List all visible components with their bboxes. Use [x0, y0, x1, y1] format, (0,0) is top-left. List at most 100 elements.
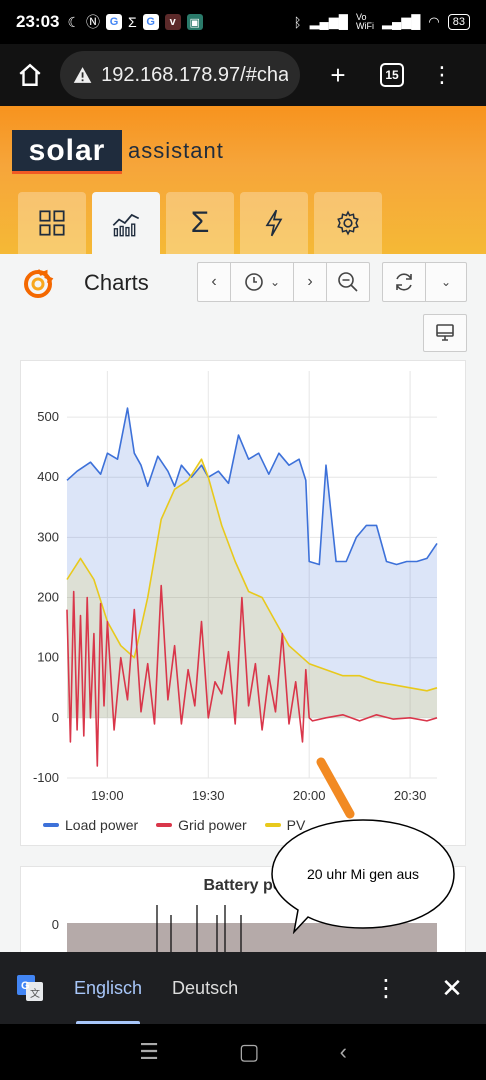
dashboard-toolbar: Charts ‹ ⌄ › ⌄ [0, 254, 486, 358]
google-icon: G [106, 14, 123, 30]
x-tick-label: 20:30 [394, 788, 427, 803]
speech-bubble-shape [271, 819, 455, 934]
zoom-out-icon [338, 272, 358, 292]
logo-solar: solar [12, 130, 122, 174]
y-tick-label: 400 [37, 469, 59, 484]
app-notification-icon: v [164, 14, 181, 30]
plus-icon: + [330, 59, 346, 90]
status-time: 23:03 [16, 12, 60, 31]
legend-label-grid: Grid power [178, 817, 247, 833]
refresh-button[interactable] [382, 262, 426, 302]
chevron-right-icon: › [307, 273, 313, 290]
chart-legend: Load power Grid power PV [43, 817, 305, 833]
battery-panel-title: Battery po [203, 877, 283, 894]
y-tick-label: 0 [52, 710, 59, 725]
recent-apps-button[interactable]: ☰ [139, 1039, 159, 1064]
gear-icon [337, 210, 359, 236]
tab-target-language[interactable]: Deutsch [172, 977, 239, 998]
google-translate-icon: G 文 [17, 975, 43, 1001]
moon-icon: ☾ [67, 13, 81, 30]
refresh-icon [396, 273, 412, 291]
legend-swatch-pv [264, 823, 281, 827]
lightning-icon [265, 209, 283, 237]
nfc-icon: Ⓝ [86, 14, 101, 30]
google-icon-2: G [142, 14, 159, 30]
x-tick-label: 19:30 [192, 788, 225, 803]
legend-load-power[interactable]: Load power [43, 817, 138, 833]
y-tick-label: 0 [52, 917, 59, 932]
y-tick-label: 200 [37, 590, 59, 605]
legend-grid-power[interactable]: Grid power [156, 817, 247, 833]
tab-settings[interactable] [314, 192, 382, 254]
power-chart[interactable]: -100 0 100 200 300 400 500 19:00 19:30 20:00 20:30 [21, 361, 467, 811]
chart-icon [112, 213, 140, 237]
tab-switcher-button[interactable]: 15 [374, 57, 410, 93]
series-line-pv [66, 458, 438, 692]
signal-icon-2: ▂▄▆█ [381, 14, 421, 29]
home-button[interactable] [12, 57, 48, 93]
x-tick-label: 19:00 [91, 788, 124, 803]
browser-menu-button[interactable]: ⋮ [424, 57, 460, 93]
system-nav-bar: ☰ ▢ ‹ [0, 1024, 486, 1080]
annotation-text: 20 uhr Mi gen aus [306, 866, 420, 882]
power-chart-panel: -100 0 100 200 300 400 500 19:00 19:30 20:00 20:30… [20, 360, 466, 846]
legend-swatch-load [43, 823, 59, 827]
series-line-load-power [66, 407, 438, 566]
translate-options-button[interactable]: ⋮ [374, 972, 398, 1004]
svg-text:文: 文 [30, 987, 40, 1000]
photo-notification-icon: ▣ [186, 14, 203, 30]
monitor-icon [436, 324, 454, 341]
view-mode-button[interactable] [423, 314, 467, 352]
chevron-down-icon: ⌄ [440, 275, 452, 289]
legend-swatch-grid [156, 823, 173, 827]
clock-icon [245, 273, 263, 291]
home-nav-button[interactable]: ▢ [238, 1039, 260, 1064]
bluetooth-icon: ᛒ [293, 14, 302, 30]
tab-overview[interactable] [18, 192, 86, 254]
close-icon: ✕ [441, 972, 463, 1003]
y-tick-label: 300 [37, 529, 59, 544]
translate-bar: G 文 Englisch Deutsch ⋮ ✕ [0, 952, 486, 1024]
time-back-button[interactable]: ‹ [197, 262, 231, 302]
grafana-logo-icon [24, 269, 54, 298]
time-picker-button[interactable]: ⌄ [230, 262, 294, 302]
y-tick-label: -100 [33, 770, 59, 785]
grid-icon [39, 210, 65, 236]
refresh-interval-dropdown[interactable]: ⌄ [425, 262, 467, 302]
chevron-down-icon: ⌄ [269, 275, 281, 289]
browser-toolbar: 192.168.178.97/#char + 15 ⋮ [0, 44, 486, 106]
tab-power[interactable] [240, 192, 308, 254]
zoom-out-button[interactable] [326, 262, 370, 302]
y-tick-label: 100 [37, 650, 59, 665]
translate-close-button[interactable]: ✕ [436, 972, 468, 1004]
volte-label: Vo [355, 12, 367, 22]
logo-assistant: assistant [128, 138, 224, 163]
time-forward-button[interactable]: › [293, 262, 327, 302]
home-icon [19, 63, 41, 86]
x-tick-label: 20:00 [293, 788, 326, 803]
svg-text:G: G [21, 980, 30, 992]
tab-source-language[interactable]: Englisch [74, 952, 142, 1024]
tab-charts[interactable] [92, 192, 160, 254]
new-tab-button[interactable]: + [320, 57, 356, 93]
wifi-icon: ◠ [428, 14, 440, 29]
series-area-load-power [67, 408, 437, 718]
series-line-grid-power [66, 584, 438, 767]
legend-label-pv: PV [286, 817, 306, 833]
signal-icon: ▂▄▆█ [309, 14, 348, 29]
series-area-pv [67, 459, 437, 718]
sigma-notification-icon: Σ [128, 14, 137, 30]
app-header: solar assistant Σ [0, 106, 486, 254]
legend-pv[interactable]: PV [264, 817, 306, 833]
nav-tabs: Σ [18, 192, 382, 254]
status-bar: 23:03 ☾ Ⓝ G Σ G v ▣ ᛒ ▂▄▆█ Vo WiFi ▂▄▆█ … [0, 0, 486, 44]
annotation-bubble: 20 uhr Mi gen aus [270, 818, 456, 934]
tab-totals[interactable]: Σ [166, 192, 234, 254]
back-nav-button[interactable]: ‹ [339, 1039, 347, 1064]
chevron-left-icon: ‹ [211, 273, 217, 290]
legend-label-load: Load power [65, 817, 139, 833]
y-tick-label: 500 [37, 409, 59, 424]
address-bar[interactable]: 192.168.178.97/#char [60, 51, 300, 99]
wifi-calling-label: WiFi [355, 21, 374, 31]
battery-indicator: 83 [447, 14, 470, 30]
